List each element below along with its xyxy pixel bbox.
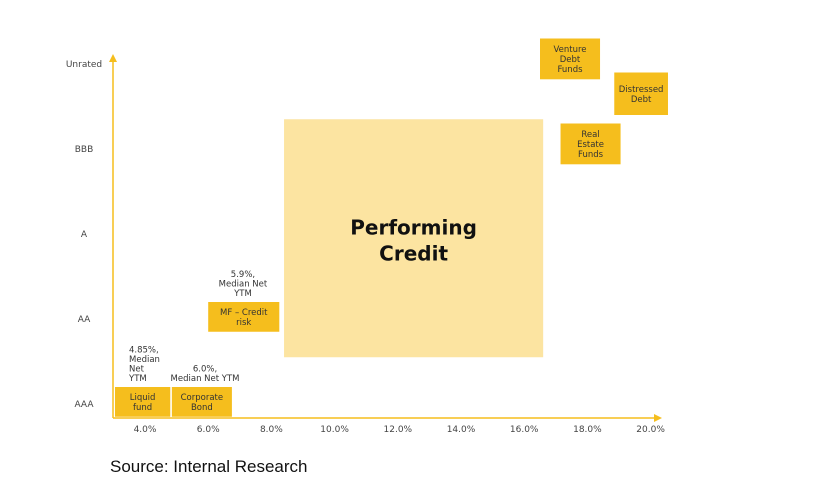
item-label-line: Funds: [558, 65, 584, 75]
region-label: Performing Credit: [350, 215, 477, 265]
annotation-line: Median Net: [219, 279, 268, 289]
item-box: [114, 387, 171, 417]
annotation: 5.9%, Median Net YTM: [219, 270, 268, 299]
annotation: 4.85%, Median Net YTM: [128, 345, 160, 384]
item-label: Distressed Debt: [619, 85, 664, 105]
x-tick-label: 20.0%: [636, 425, 665, 435]
item-label-line: Debt: [631, 95, 652, 105]
item-label-line: Venture: [554, 45, 587, 55]
y-tick-label: BBB: [75, 145, 94, 155]
region-label-line: Credit: [379, 241, 448, 265]
item-label-line: fund: [133, 403, 152, 413]
annotation-line: Median: [129, 355, 160, 365]
item-label: Corporate Bond: [181, 393, 224, 413]
x-axis-arrow: [654, 414, 662, 422]
annotation-line: Median Net YTM: [171, 374, 240, 384]
y-tick-label: A: [81, 230, 88, 240]
annotation-line: YTM: [233, 289, 252, 299]
item-box: [208, 302, 280, 332]
y-tick-label: AAA: [75, 400, 95, 410]
region-performing-credit: [284, 119, 544, 358]
y-tick-label: Unrated: [66, 60, 102, 70]
item-label-line: risk: [236, 318, 251, 328]
annotation: 6.0%, Median Net YTM: [171, 364, 240, 384]
item-box: [171, 387, 232, 417]
item-box: [560, 123, 621, 165]
annotation-line: Net: [129, 364, 145, 374]
x-tick-label: 18.0%: [573, 425, 602, 435]
item-label: Real Estate Funds: [577, 130, 604, 160]
x-tick-label: 14.0%: [447, 425, 476, 435]
item-label-line: Estate: [577, 140, 604, 150]
annotation-line: 6.0%,: [193, 364, 217, 374]
item-box: [540, 38, 601, 80]
source-note: Source: Internal Research: [110, 457, 308, 476]
item-label-line: Real: [581, 130, 599, 140]
x-tick-label: 6.0%: [197, 425, 220, 435]
x-tick-label: 10.0%: [320, 425, 349, 435]
item-label-line: Bond: [191, 403, 213, 413]
annotation-line: 5.9%,: [231, 270, 255, 280]
item-label-line: Liquid: [130, 393, 156, 403]
item-label: Liquid fund: [130, 393, 156, 413]
region-label-line: Performing: [350, 215, 477, 239]
x-tick-label: 4.0%: [134, 425, 157, 435]
x-tick-label: 12.0%: [384, 425, 413, 435]
item-label: Venture Debt Funds: [554, 45, 587, 75]
item-label-line: Funds: [578, 150, 604, 160]
item-label-line: MF – Credit: [220, 308, 268, 318]
item-label-line: Corporate: [181, 393, 224, 403]
y-axis-arrow: [109, 54, 117, 62]
x-tick-label: 8.0%: [260, 425, 283, 435]
item-box: [614, 72, 668, 115]
annotation-line: YTM: [128, 374, 147, 384]
item-label-line: Distressed: [619, 85, 664, 95]
item-label: MF – Credit risk: [220, 308, 268, 328]
item-label-line: Debt: [560, 55, 581, 65]
y-tick-label: AA: [78, 315, 91, 325]
annotation-line: 4.85%,: [129, 345, 159, 355]
x-tick-label: 16.0%: [510, 425, 539, 435]
